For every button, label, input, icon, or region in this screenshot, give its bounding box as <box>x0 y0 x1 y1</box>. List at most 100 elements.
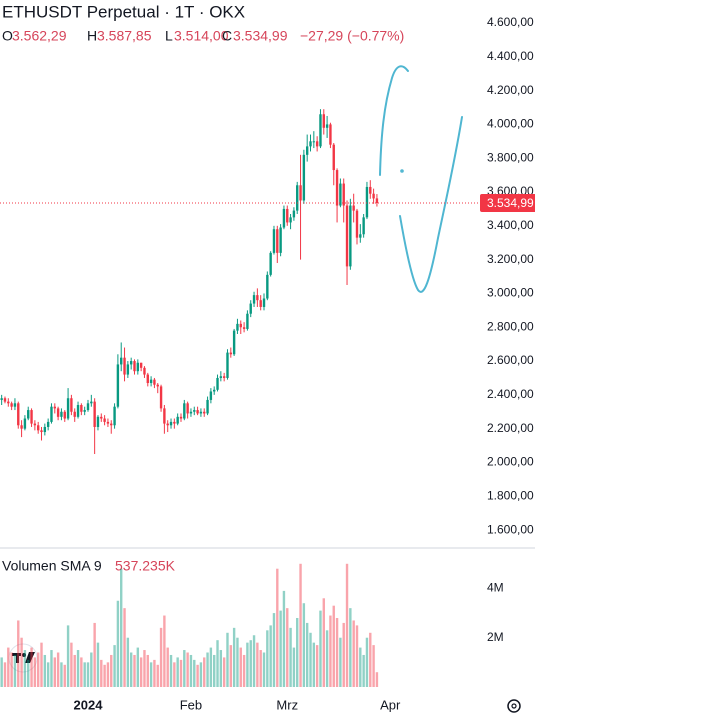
volume-bar <box>359 647 362 687</box>
ohlc-letter: L <box>165 28 173 44</box>
volume-bar <box>76 650 80 687</box>
candle-body <box>13 403 17 407</box>
ohlc-value: 3.562,29 <box>12 28 67 44</box>
candle-body <box>279 227 282 253</box>
chart-title: ETHUSDT Perpetual · 1T · OKX <box>2 2 245 21</box>
volume-bar <box>246 642 249 687</box>
candle-body <box>206 399 209 414</box>
volume-bar <box>252 635 256 687</box>
volume-bar <box>226 632 229 687</box>
volume-bar <box>322 598 325 687</box>
candle-body <box>315 141 319 147</box>
volume-bar <box>123 608 126 687</box>
candle-body <box>66 398 70 419</box>
candle-body <box>296 185 299 211</box>
volume-bar <box>232 627 236 687</box>
y-tick-label: 2.200,00 <box>487 421 534 435</box>
candle-body <box>209 391 213 400</box>
volume-bar <box>256 642 259 687</box>
last-price-label: 3.534,99 <box>487 196 534 210</box>
volume-bar <box>362 654 365 687</box>
candle-body <box>136 362 140 372</box>
y-tick-label: 4.400,00 <box>487 49 534 63</box>
volume-bar <box>90 652 93 687</box>
candle-body <box>86 403 90 411</box>
candle-body <box>362 217 365 235</box>
volume-bar <box>106 662 110 687</box>
settings-icon[interactable] <box>507 699 521 713</box>
volume-bar <box>149 662 153 687</box>
candle-body <box>90 401 93 404</box>
candle-body <box>116 364 120 407</box>
y-tick-label: 4.000,00 <box>487 117 534 131</box>
candle-body <box>10 403 13 407</box>
y-tick-label: 3.200,00 <box>487 252 534 266</box>
volume-bar <box>229 645 233 687</box>
volume-bar <box>143 650 146 687</box>
candle-body <box>256 295 259 301</box>
y-tick-label: 2.600,00 <box>487 353 534 367</box>
candle-body <box>349 205 352 267</box>
candle-body <box>269 252 272 275</box>
hand-drawn-dot <box>400 169 404 173</box>
candle-body <box>282 208 286 228</box>
volume-bar <box>216 640 219 687</box>
candle-body <box>133 361 136 372</box>
volume-bar <box>163 615 166 687</box>
y-tick-label: 2.400,00 <box>487 387 534 401</box>
volume-bar <box>36 652 40 687</box>
volume-bar <box>153 659 156 687</box>
candle-body <box>365 186 369 218</box>
candle-body <box>189 411 193 414</box>
candle-body <box>226 352 229 378</box>
ohlc-letter: O <box>2 28 13 44</box>
candle-body <box>20 425 23 429</box>
candle-body <box>259 300 262 307</box>
candle-body <box>53 406 56 409</box>
drawing <box>379 65 463 293</box>
volume-bar <box>159 627 163 687</box>
candle-body <box>63 411 66 419</box>
volume-bar <box>222 657 226 687</box>
candle-body <box>183 403 186 419</box>
candle-body <box>126 364 130 375</box>
candle-body <box>169 421 173 426</box>
candle-body <box>216 377 219 390</box>
volume-bar <box>282 590 286 687</box>
volume-bar <box>30 647 33 687</box>
volume-bar <box>120 568 123 687</box>
candle-body <box>272 229 276 253</box>
candle-body <box>359 234 362 238</box>
volume-bar <box>196 664 199 687</box>
candle-body <box>159 386 163 409</box>
volume-bar <box>166 647 169 687</box>
volume-bar <box>209 647 213 687</box>
volume-bar <box>242 654 246 687</box>
candle-body <box>186 403 189 414</box>
candle-body <box>7 401 10 404</box>
volume-bar <box>100 659 103 687</box>
ohlc-value: 3.587,85 <box>97 28 152 44</box>
candle-body <box>332 144 335 171</box>
candle-body <box>153 379 156 385</box>
candle-body <box>203 411 206 414</box>
candle-body <box>372 193 375 199</box>
candle-body <box>286 208 289 223</box>
volume-bar <box>289 627 292 687</box>
volume-bar <box>319 610 322 687</box>
volume-bar <box>179 659 183 687</box>
y-tick-label: 3.400,00 <box>487 218 534 232</box>
logo-part <box>22 653 26 657</box>
volume-bar <box>33 657 37 687</box>
candle-body <box>33 423 37 426</box>
x-tick-label: Apr <box>380 697 401 712</box>
y-tick-label: 4.600,00 <box>487 15 534 29</box>
logo-part <box>25 652 35 663</box>
gear[interactable] <box>507 699 521 713</box>
volume-bar <box>43 654 47 687</box>
gear-hub[interactable] <box>511 703 517 709</box>
candle-body <box>276 229 279 253</box>
candle-body <box>249 303 252 314</box>
